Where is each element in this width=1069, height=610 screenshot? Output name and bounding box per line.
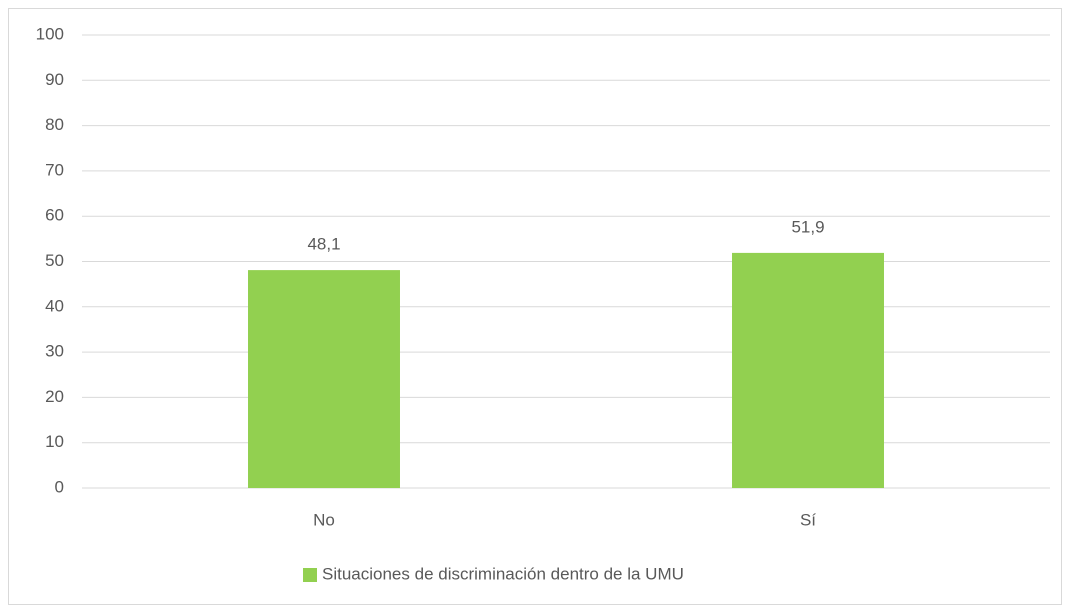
y-tick-label: 20: [45, 387, 64, 406]
x-tick-label: No: [313, 510, 335, 529]
y-tick-label: 60: [45, 206, 64, 225]
y-tick-label: 100: [36, 24, 64, 43]
y-tick-label: 90: [45, 70, 64, 89]
y-tick-label: 80: [45, 115, 64, 134]
bar: [732, 252, 884, 488]
data-label: 51,9: [791, 217, 824, 236]
bar: [248, 270, 400, 488]
y-tick-label: 10: [45, 432, 64, 451]
y-tick-label: 30: [45, 342, 64, 361]
data-label: 48,1: [307, 235, 340, 254]
y-tick-label: 0: [55, 477, 64, 496]
y-tick-label: 70: [45, 160, 64, 179]
legend-label: Situaciones de discriminación dentro de …: [322, 564, 684, 583]
y-tick-label: 40: [45, 296, 64, 315]
y-tick-label: 50: [45, 251, 64, 270]
x-tick-label: Sí: [800, 510, 816, 529]
legend-swatch: [303, 568, 317, 582]
